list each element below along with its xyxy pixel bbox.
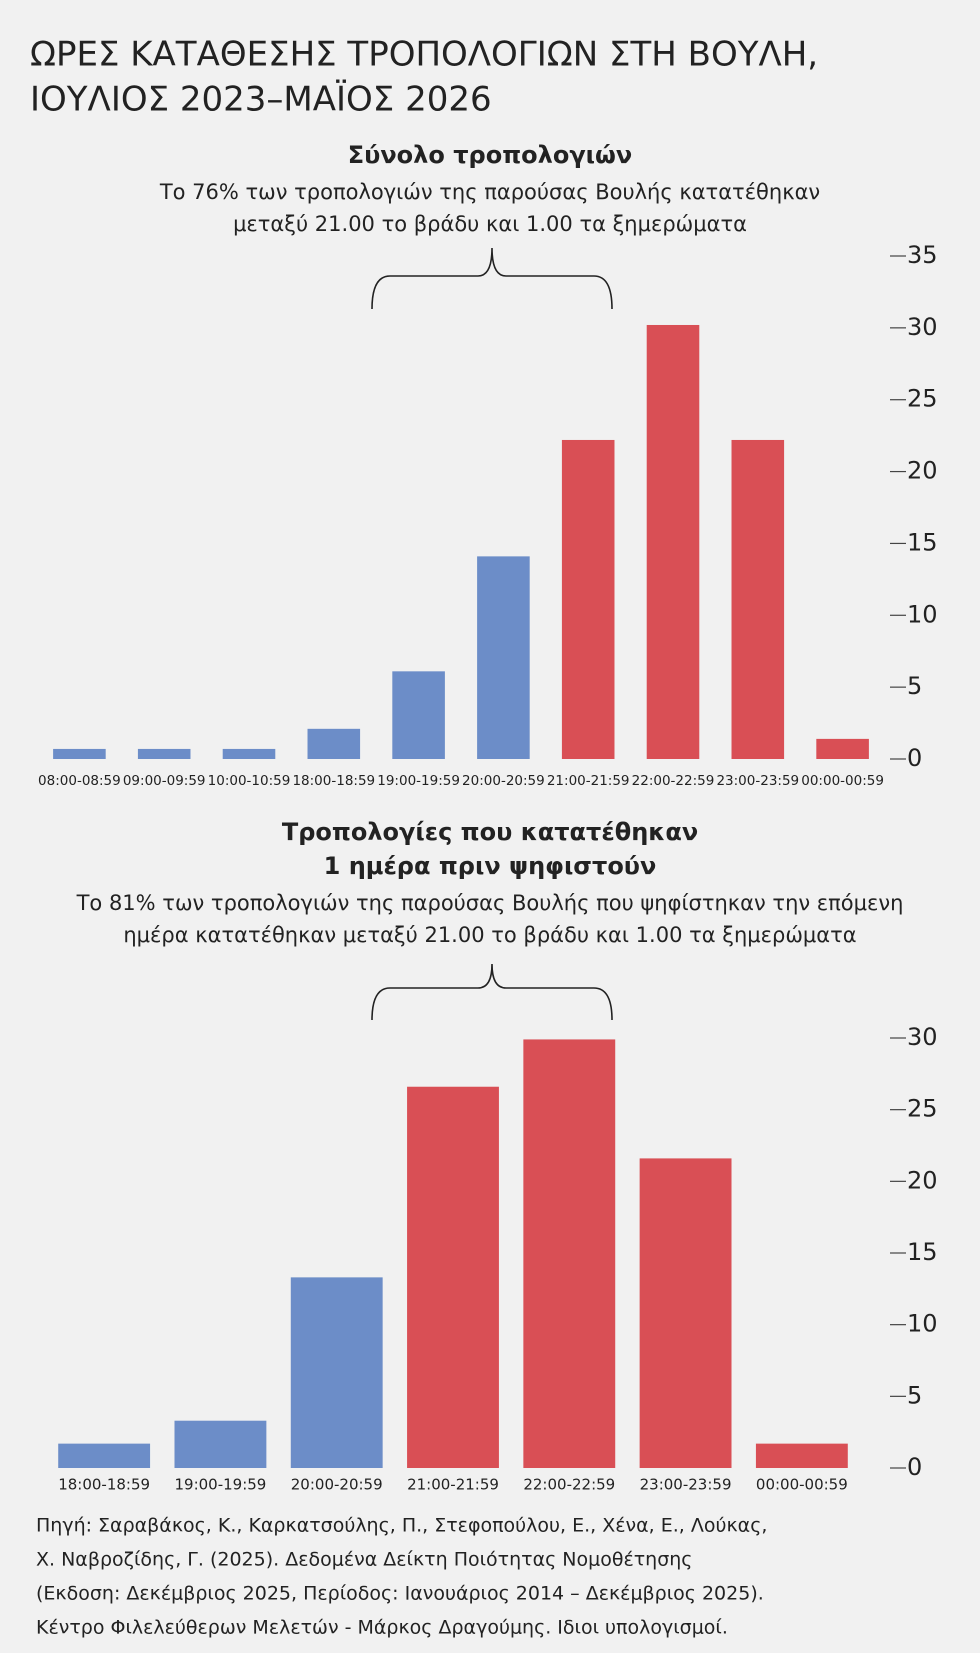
- x-tick-label: 23:00-23:59: [716, 773, 799, 789]
- bar: [392, 671, 445, 759]
- chart-subtitle: ημέρα κατατέθηκαν μεταξύ 21.00 το βράδυ …: [123, 923, 856, 947]
- source-note: (Εκδοση: Δεκέμβριος 2025, Περίοδος: Ιανο…: [36, 1583, 764, 1605]
- y-tick-label: 30: [907, 313, 938, 341]
- x-tick-label: 18:00-18:59: [58, 1476, 150, 1494]
- y-tick-label: 0: [907, 1453, 922, 1481]
- bar: [523, 1039, 616, 1468]
- y-tick-label: 10: [907, 600, 938, 628]
- x-tick-label: 19:00-19:59: [377, 773, 460, 789]
- chart-title: Σύνολο τροπολογιών: [348, 141, 633, 169]
- y-tick-label: 25: [907, 1095, 938, 1123]
- y-tick-label: 10: [907, 1310, 938, 1338]
- chart-title: 1 ημέρα πριν ψηφιστούν: [324, 852, 657, 880]
- bar: [646, 324, 700, 759]
- source-note: Κέντρο Φιλελεύθερων Μελετών - Μάρκος Δρα…: [36, 1617, 728, 1639]
- x-tick-label: 22:00-22:59: [632, 773, 715, 789]
- source-note: Πηγή: Σαραβάκος, Κ., Καρκατσούλης, Π., Σ…: [36, 1515, 767, 1537]
- bracket: [371, 247, 613, 310]
- y-tick-label: 35: [907, 241, 938, 269]
- x-tick-label: 18:00-18:59: [292, 773, 375, 789]
- x-tick-label: 00:00-00:59: [801, 773, 884, 789]
- bar: [407, 1086, 499, 1468]
- x-tick-label: 09:00-09:59: [123, 773, 206, 789]
- bar: [290, 1277, 383, 1468]
- y-tick-label: 0: [907, 744, 922, 772]
- chart-subtitle: μεταξύ 21.00 το βράδυ και 1.00 τα ξημερώ…: [233, 212, 747, 236]
- x-tick-label: 00:00-00:59: [756, 1476, 848, 1494]
- y-tick-label: 5: [907, 1381, 922, 1409]
- y-tick-label: 20: [907, 457, 938, 485]
- source-note: Χ. Ναβροζίδης, Γ. (2025). Δεδομένα Δείκτ…: [36, 1549, 692, 1571]
- bar: [816, 738, 869, 759]
- y-tick-label: 15: [907, 528, 938, 556]
- y-tick-label: 15: [907, 1238, 938, 1266]
- x-tick-label: 21:00-21:59: [547, 773, 630, 789]
- x-tick-label: 23:00-23:59: [640, 1476, 732, 1494]
- y-tick-label: 30: [907, 1023, 938, 1051]
- bar: [639, 1158, 732, 1468]
- x-tick-label: 20:00-20:59: [462, 773, 545, 789]
- y-tick-label: 25: [907, 385, 938, 413]
- bar: [137, 748, 191, 759]
- bar: [53, 748, 106, 759]
- chart-title: Τροπολογίες που κατατέθηκαν: [282, 818, 698, 846]
- bar: [731, 439, 785, 759]
- y-tick-label: 5: [907, 672, 922, 700]
- chart-subtitle: Το 76% των τροπολογιών της παρούσας Βουλ…: [159, 180, 820, 204]
- bar: [58, 1443, 151, 1468]
- x-tick-label: 10:00-10:59: [208, 773, 291, 789]
- bar: [755, 1443, 848, 1468]
- page-title: ΩΡΕΣ ΚΑΤΑΘΕΣΗΣ ΤΡΟΠΟΛΟΓΙΩΝ ΣΤΗ ΒΟΥΛΗ,: [30, 35, 818, 75]
- bar: [477, 556, 530, 759]
- x-tick-label: 19:00-19:59: [174, 1476, 266, 1494]
- bracket: [371, 963, 613, 1021]
- bar: [307, 728, 361, 759]
- x-tick-label: 22:00-22:59: [523, 1476, 615, 1494]
- bar: [174, 1420, 267, 1468]
- x-tick-label: 08:00-08:59: [38, 773, 121, 789]
- x-tick-label: 21:00-21:59: [407, 1476, 499, 1494]
- y-tick-label: 20: [907, 1166, 938, 1194]
- chart-subtitle: Το 81% των τροπολογιών της παρούσας Βουλ…: [76, 891, 904, 915]
- x-tick-label: 20:00-20:59: [291, 1476, 383, 1494]
- bar: [222, 748, 276, 759]
- page-title: ΙΟΥΛΙΟΣ 2023–ΜΑΪΟΣ 2026: [30, 80, 492, 120]
- bar: [561, 439, 615, 759]
